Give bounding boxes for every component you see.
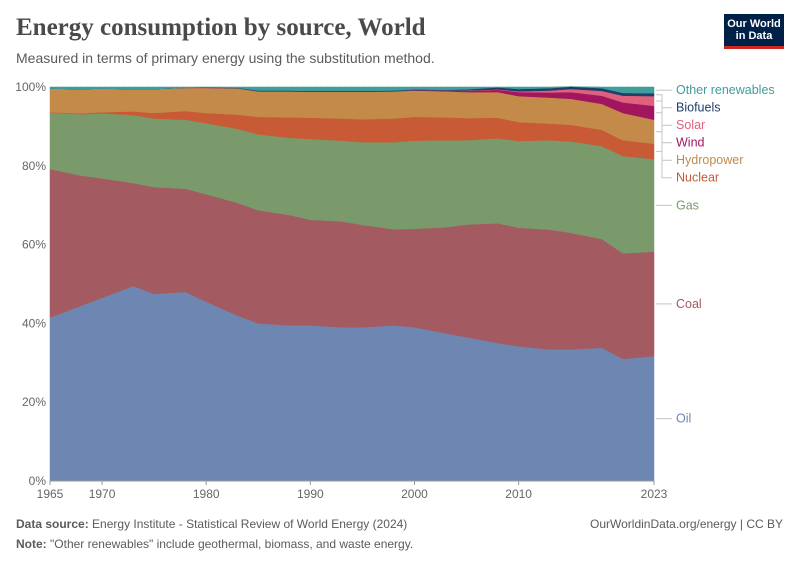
legend-label-nuclear[interactable]: Nuclear — [676, 171, 719, 185]
y-tick-label: 80% — [22, 159, 46, 173]
x-tick-label: 1990 — [297, 487, 324, 501]
x-tick-label: 2000 — [401, 487, 428, 501]
legend-connector — [656, 112, 672, 144]
data-source: Data source: Energy Institute - Statisti… — [16, 517, 407, 531]
legend-connector — [656, 150, 672, 179]
page-title: Energy consumption by source, World — [16, 14, 426, 41]
footnote: Note: "Other renewables" include geother… — [16, 537, 413, 551]
legend-label-hydropower[interactable]: Hydropower — [676, 153, 743, 167]
x-tick-label: 2010 — [505, 487, 532, 501]
data-source-label: Data source: — [16, 517, 89, 531]
legend-connector — [656, 131, 672, 161]
y-tick-label: 60% — [22, 238, 46, 252]
owid-logo[interactable]: Our World in Data — [724, 14, 784, 49]
area-other-renewables[interactable] — [49, 86, 655, 94]
legend-label-solar[interactable]: Solar — [676, 118, 705, 132]
stacked-areas — [49, 86, 655, 482]
logo-line-2: in Data — [735, 30, 773, 42]
legend-label-other-renewables[interactable]: Other renewables — [676, 83, 775, 97]
legend-label-gas[interactable]: Gas — [676, 198, 699, 212]
legend-label-biofuels[interactable]: Biofuels — [676, 101, 720, 115]
legend-label-coal[interactable]: Coal — [676, 297, 702, 311]
x-tick-label: 1970 — [89, 487, 116, 501]
legend-label-oil[interactable]: Oil — [676, 412, 691, 426]
y-tick-label: 100% — [15, 80, 46, 94]
data-source-text[interactable]: Energy Institute - Statistical Review of… — [92, 517, 408, 531]
note-text: "Other renewables" include geothermal, b… — [50, 537, 414, 551]
chart-subtitle: Measured in terms of primary energy usin… — [16, 50, 435, 66]
x-tick-label: 1980 — [193, 487, 220, 501]
y-tick-label: 20% — [22, 395, 46, 409]
credit-link[interactable]: OurWorldinData.org/energy | CC BY — [590, 517, 783, 531]
legend-label-wind[interactable]: Wind — [676, 136, 705, 150]
y-tick-label: 40% — [22, 316, 46, 330]
x-tick-label: 1965 — [37, 487, 64, 501]
legend: Other renewables Biofuels Solar Wind Hydropo… — [656, 83, 775, 426]
y-tick-label: 0% — [29, 474, 47, 488]
x-tick-label: 2023 — [641, 487, 668, 501]
note-label: Note: — [16, 537, 47, 551]
axes: 0% 20% 40% 60% 80% 100% 1965 1970 1980 1990 2000 20… — [15, 80, 667, 501]
logo-line-1: Our World — [727, 18, 781, 30]
